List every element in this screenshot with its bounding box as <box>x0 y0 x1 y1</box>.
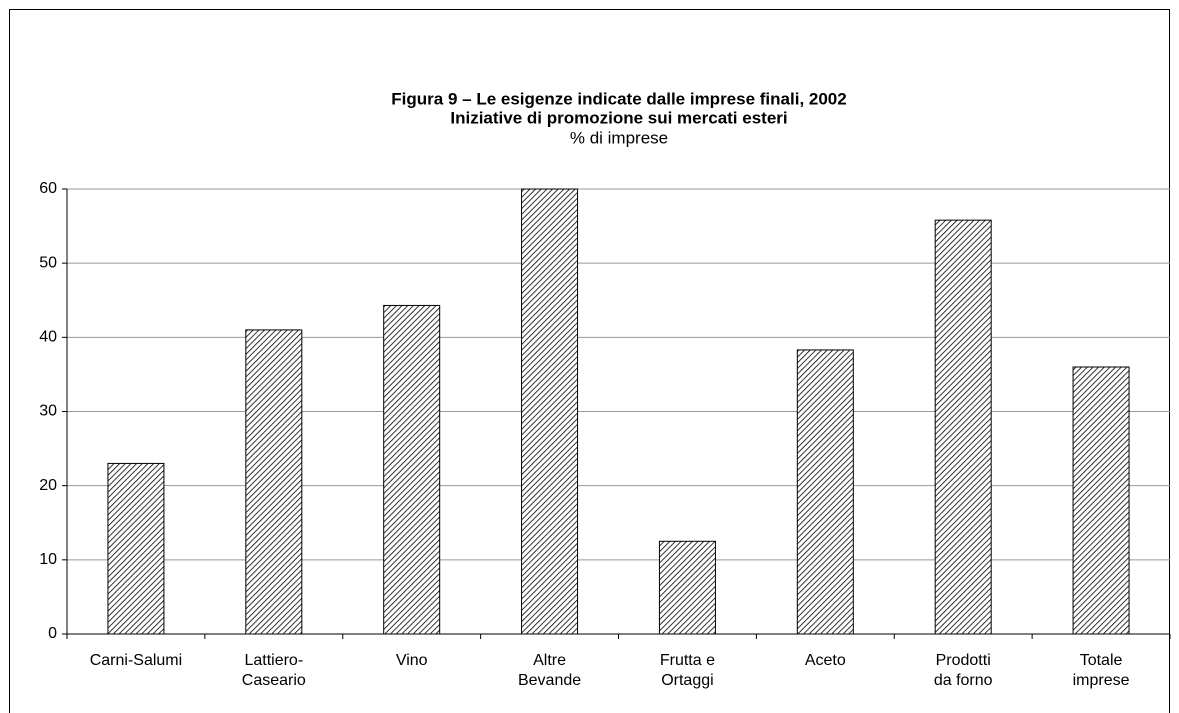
bar <box>521 188 579 635</box>
x-tick-label: Aceto <box>805 652 846 669</box>
bar <box>383 304 441 635</box>
chart-title: Figura 9 – Le esigenze indicate dalle im… <box>391 89 846 108</box>
y-tick-label: 30 <box>39 403 57 420</box>
bar <box>658 540 716 635</box>
y-tick-label: 40 <box>39 329 57 346</box>
bar <box>107 462 165 635</box>
y-tick-label: 10 <box>39 551 57 568</box>
x-tick-label: Prodotti da forno <box>934 652 993 689</box>
y-label: % di imprese <box>570 128 668 147</box>
frame <box>9 9 1170 713</box>
x-tick-label: Totale imprese <box>1073 652 1130 689</box>
y-tick-label: 50 <box>39 254 57 271</box>
x-tick-label: Carni-Salumi <box>90 652 182 669</box>
bar <box>1072 366 1130 635</box>
x-tick-label: Frutta e Ortaggi <box>660 652 715 689</box>
bar <box>934 219 992 635</box>
x-tick-label: Lattiero-Caseario <box>242 652 306 689</box>
y-tick-label: 20 <box>39 477 57 494</box>
bar <box>796 349 854 635</box>
bar <box>245 329 303 635</box>
chart-subtitle: Iniziative di promozione sui mercati est… <box>450 108 787 127</box>
y-tick-label: 0 <box>48 625 57 642</box>
y-tick-label: 60 <box>39 180 57 197</box>
x-tick-label: Altre Bevande <box>518 652 581 689</box>
x-tick-label: Vino <box>396 652 428 669</box>
